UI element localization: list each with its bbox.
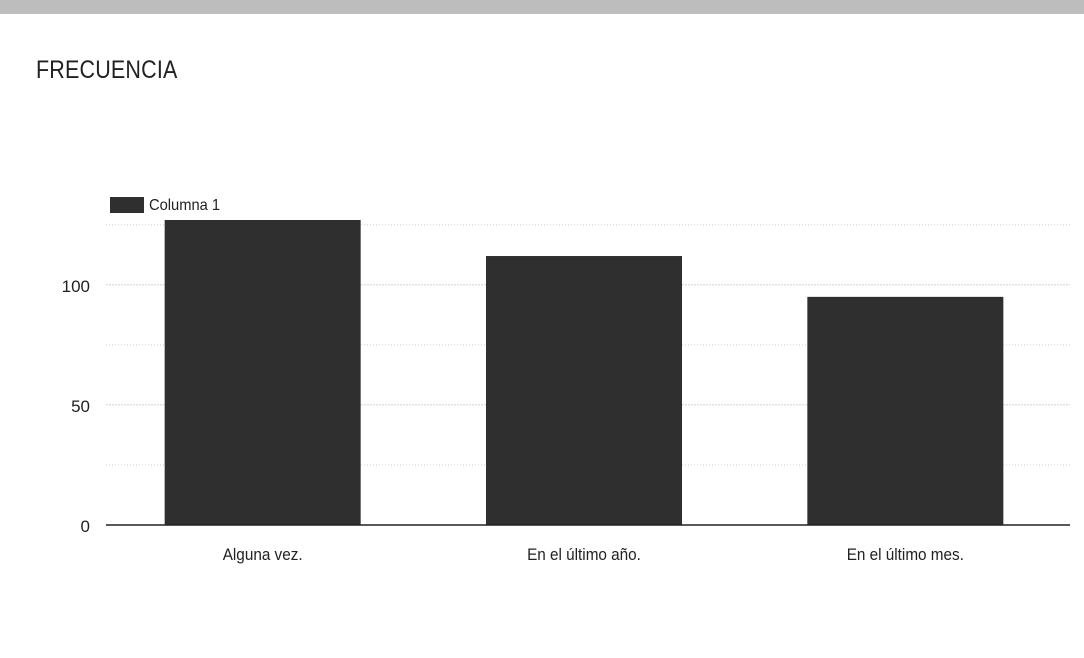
y-tick-label: 0 [81, 517, 90, 536]
bar [807, 296, 1004, 525]
x-tick-label: En el último mes. [847, 545, 964, 564]
x-tick-label: En el último año. [527, 545, 641, 564]
bar [486, 256, 682, 525]
x-tick-label: Alguna vez. [223, 545, 303, 564]
top-band [0, 0, 1084, 14]
chart-title: FRECUENCIA [36, 56, 178, 84]
legend-label: Columna 1 [149, 196, 220, 214]
y-tick-label: 100 [62, 277, 90, 296]
bar [164, 220, 361, 525]
legend-swatch [110, 197, 144, 213]
y-tick-label: 50 [71, 397, 90, 416]
